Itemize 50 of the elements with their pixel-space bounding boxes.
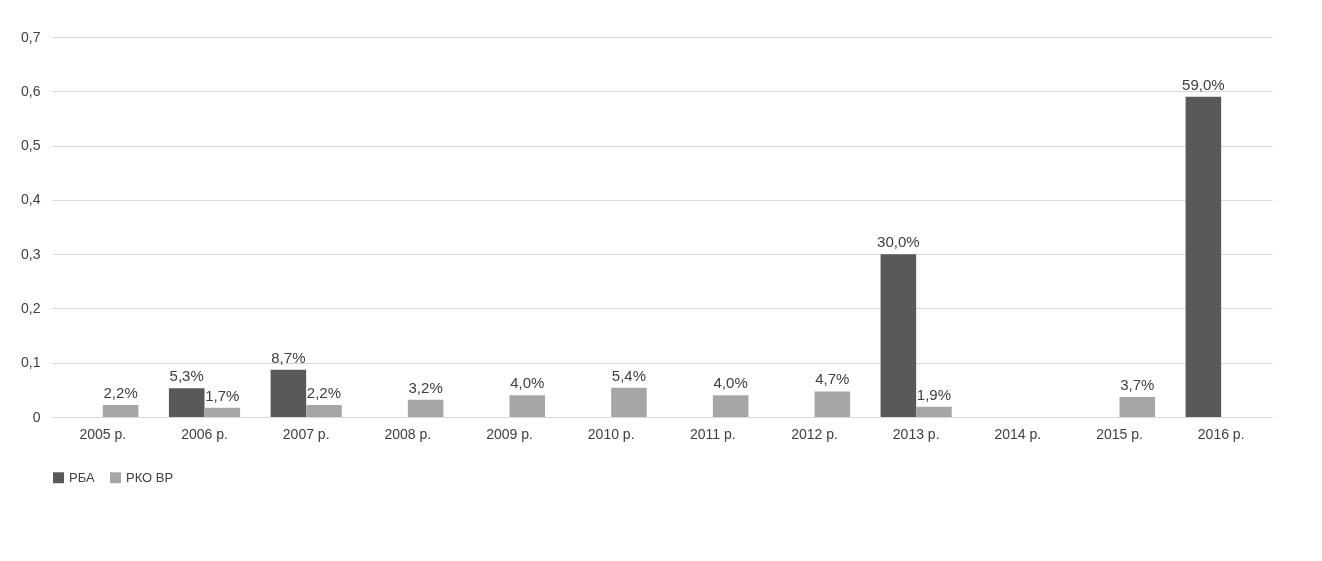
x-tick-label: 2011 р. — [690, 425, 736, 442]
y-tick-label: 0,5 — [21, 137, 41, 154]
bar — [916, 406, 952, 417]
x-tick-label: 2006 р. — [181, 425, 228, 442]
data-label: 5,3% — [169, 367, 204, 385]
y-tick-label: 0,6 — [21, 82, 41, 99]
data-label: 5,4% — [611, 366, 647, 384]
y-tick-label: 0,2 — [21, 299, 41, 316]
x-tick-label: 2009 р. — [486, 425, 533, 442]
data-label: 8,7% — [271, 348, 306, 366]
bar — [880, 254, 917, 417]
x-tick-label: 2012 р. — [791, 425, 838, 442]
data-label: 30,0% — [877, 233, 920, 251]
bar — [509, 395, 546, 417]
data-label: 3,7% — [1120, 375, 1155, 393]
y-tick-label: 0 — [32, 408, 41, 425]
y-tick-label: 0,7 — [21, 28, 41, 45]
data-label: 1,9% — [916, 385, 952, 403]
legend-label: РБА — [69, 469, 95, 485]
data-label: 4,0% — [713, 374, 748, 392]
y-tick-label: 0,3 — [21, 245, 41, 262]
x-tick-label: 2007 р. — [282, 425, 330, 442]
bar — [204, 407, 241, 417]
bar — [407, 399, 444, 417]
x-tick-label: 2013 р. — [892, 425, 940, 442]
data-label: 2,2% — [103, 384, 138, 402]
x-tick-label: 2015 р. — [1096, 425, 1143, 442]
bar — [712, 395, 749, 417]
data-label: 2,2% — [306, 384, 342, 402]
x-tick-label: 2014 р. — [994, 425, 1042, 442]
bar — [814, 391, 851, 417]
data-label: 59,0% — [1182, 75, 1225, 93]
y-tick-label: 0,4 — [21, 191, 41, 208]
x-tick-label: 2005 р. — [79, 425, 127, 442]
data-label: 4,7% — [815, 370, 850, 388]
legend-label: РКО ВР — [126, 469, 174, 485]
bar — [611, 387, 647, 417]
data-label: 3,2% — [408, 378, 443, 396]
bar — [102, 405, 139, 417]
x-tick-label: 2008 р. — [384, 425, 432, 442]
bar — [270, 369, 307, 417]
x-tick-label: 2016 р. — [1197, 425, 1245, 442]
bar — [1185, 96, 1222, 417]
bar — [306, 405, 342, 417]
y-tick-label: 0,1 — [21, 354, 41, 371]
bar — [168, 388, 205, 417]
data-label: 4,0% — [510, 374, 545, 392]
bar — [1119, 396, 1156, 417]
data-label: 1,7% — [205, 386, 240, 404]
x-tick-label: 2010 р. — [587, 425, 635, 442]
